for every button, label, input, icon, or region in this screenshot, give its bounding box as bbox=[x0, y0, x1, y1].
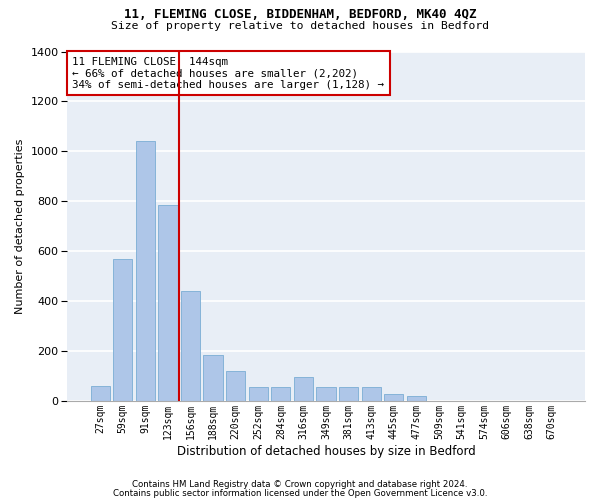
Y-axis label: Number of detached properties: Number of detached properties bbox=[15, 138, 25, 314]
Bar bbox=[158, 205, 178, 401]
Bar bbox=[339, 387, 358, 401]
Bar bbox=[384, 394, 403, 401]
Bar bbox=[113, 258, 133, 401]
Bar bbox=[271, 387, 290, 401]
Bar bbox=[226, 371, 245, 401]
Bar bbox=[362, 387, 381, 401]
Bar bbox=[203, 354, 223, 401]
Bar bbox=[407, 396, 426, 401]
X-axis label: Distribution of detached houses by size in Bedford: Distribution of detached houses by size … bbox=[176, 444, 475, 458]
Bar bbox=[181, 291, 200, 401]
Bar bbox=[136, 142, 155, 401]
Bar bbox=[91, 386, 110, 401]
Text: 11 FLEMING CLOSE: 144sqm
← 66% of detached houses are smaller (2,202)
34% of sem: 11 FLEMING CLOSE: 144sqm ← 66% of detach… bbox=[72, 56, 384, 90]
Text: Contains HM Land Registry data © Crown copyright and database right 2024.: Contains HM Land Registry data © Crown c… bbox=[132, 480, 468, 489]
Bar bbox=[294, 377, 313, 401]
Text: 11, FLEMING CLOSE, BIDDENHAM, BEDFORD, MK40 4QZ: 11, FLEMING CLOSE, BIDDENHAM, BEDFORD, M… bbox=[124, 8, 476, 20]
Bar bbox=[316, 387, 335, 401]
Bar bbox=[248, 387, 268, 401]
Text: Size of property relative to detached houses in Bedford: Size of property relative to detached ho… bbox=[111, 21, 489, 31]
Text: Contains public sector information licensed under the Open Government Licence v3: Contains public sector information licen… bbox=[113, 488, 487, 498]
